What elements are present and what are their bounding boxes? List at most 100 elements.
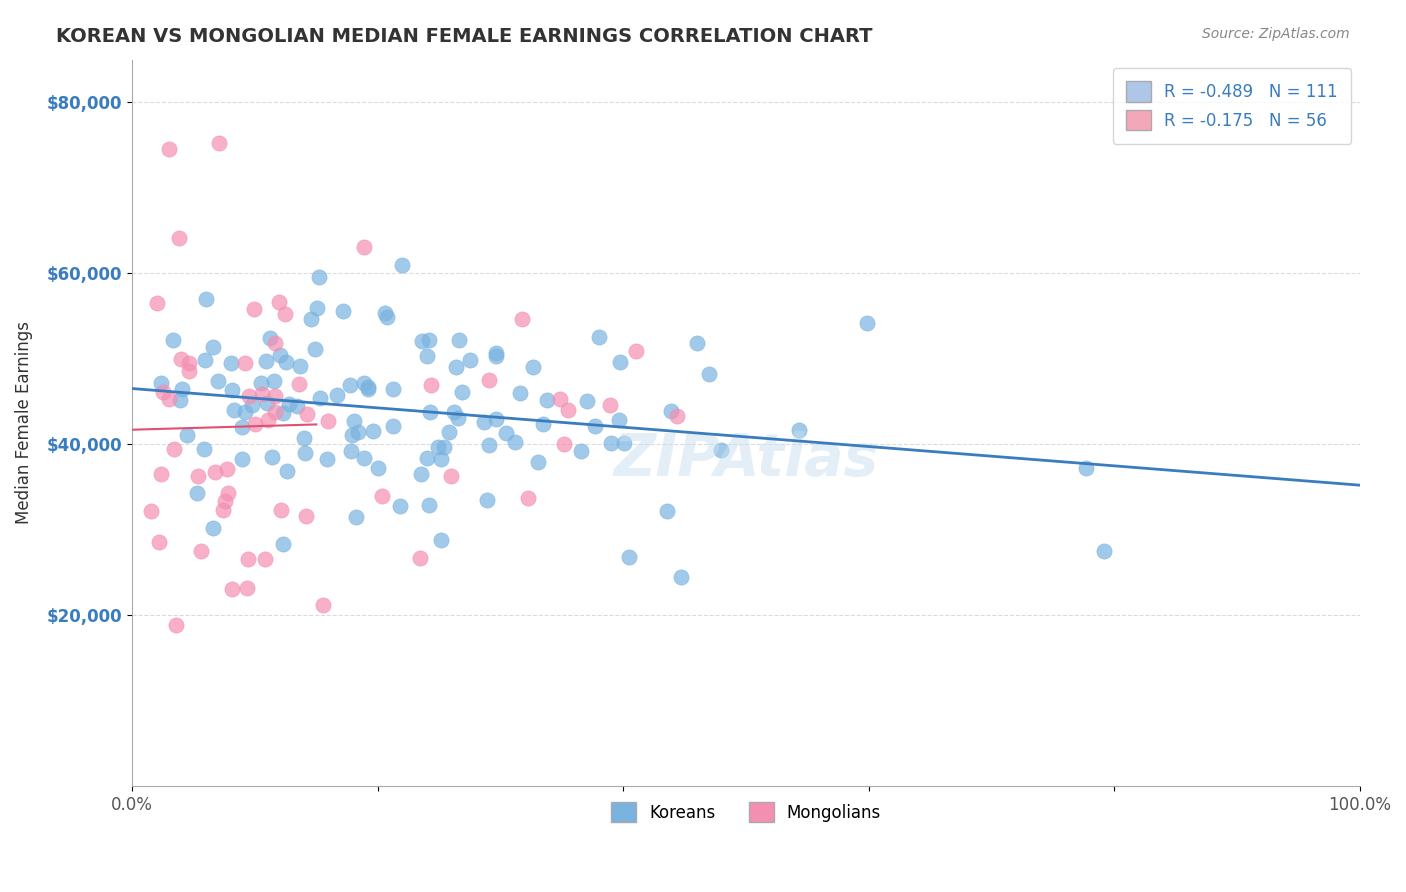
Point	[260, 450, 283, 464]
Point	[451, 385, 474, 400]
Point	[202, 520, 225, 534]
Point	[710, 443, 733, 458]
Point	[391, 258, 413, 272]
Point	[475, 493, 498, 508]
Point	[278, 397, 301, 411]
Point	[163, 442, 186, 456]
Point	[458, 353, 481, 368]
Point	[787, 423, 810, 437]
Point	[139, 503, 162, 517]
Point	[242, 301, 264, 316]
Point	[315, 451, 337, 466]
Point	[233, 356, 256, 370]
Point	[304, 342, 326, 356]
Point	[339, 444, 361, 458]
Point	[250, 387, 273, 401]
Text: Source: ZipAtlas.com: Source: ZipAtlas.com	[1202, 27, 1350, 41]
Point	[288, 377, 311, 392]
Point	[613, 436, 636, 450]
Point	[657, 504, 679, 518]
Point	[353, 240, 375, 254]
Point	[409, 551, 432, 566]
Point	[256, 396, 278, 410]
Point	[194, 352, 217, 367]
Point	[217, 486, 239, 500]
Point	[318, 413, 340, 427]
Point	[207, 374, 229, 388]
Point	[149, 376, 172, 391]
Point	[231, 452, 253, 467]
Point	[271, 406, 294, 420]
Point	[548, 392, 571, 406]
Point	[295, 407, 318, 421]
Point	[569, 443, 592, 458]
Point	[308, 269, 330, 284]
Point	[193, 442, 215, 457]
Point	[429, 451, 451, 466]
Point	[389, 499, 412, 513]
Point	[367, 461, 389, 475]
Point	[557, 402, 579, 417]
Point	[157, 392, 180, 407]
Point	[254, 551, 277, 566]
Point	[301, 312, 323, 326]
Point	[295, 509, 318, 524]
Point	[148, 535, 170, 549]
Point	[697, 368, 720, 382]
Point	[215, 462, 238, 476]
Point	[264, 389, 287, 403]
Point	[177, 356, 200, 370]
Point	[375, 310, 398, 324]
Point	[585, 419, 607, 434]
Point	[588, 330, 610, 344]
Point	[666, 409, 689, 424]
Point	[267, 294, 290, 309]
Point	[269, 348, 291, 362]
Point	[371, 489, 394, 503]
Point	[659, 404, 682, 418]
Point	[536, 393, 558, 408]
Point	[157, 142, 180, 156]
Point	[599, 436, 621, 450]
Point	[509, 385, 531, 400]
Point	[170, 351, 193, 366]
Point	[172, 382, 194, 396]
Point	[274, 355, 297, 369]
Point	[150, 467, 173, 481]
Point	[276, 464, 298, 478]
Point	[1092, 544, 1115, 558]
Point	[444, 359, 467, 374]
Point	[411, 467, 433, 481]
Point	[433, 441, 456, 455]
Point	[162, 333, 184, 347]
Point	[204, 465, 226, 479]
Point	[609, 354, 631, 368]
Point	[443, 405, 465, 419]
Point	[186, 486, 208, 500]
Point	[617, 549, 640, 564]
Point	[485, 412, 508, 426]
Point	[238, 389, 260, 403]
Point	[472, 415, 495, 429]
Point	[686, 336, 709, 351]
Point	[264, 336, 287, 351]
Point	[356, 383, 378, 397]
Point	[271, 537, 294, 551]
Point	[340, 428, 363, 442]
Point	[599, 398, 621, 412]
Point	[357, 380, 380, 394]
Point	[332, 304, 354, 318]
Point	[440, 469, 463, 483]
Point	[145, 295, 167, 310]
Point	[381, 419, 404, 434]
Point	[478, 374, 501, 388]
Point	[437, 425, 460, 439]
Point	[312, 599, 335, 613]
Point	[264, 405, 287, 419]
Point	[195, 293, 218, 307]
Point	[503, 435, 526, 450]
Point	[176, 428, 198, 442]
Point	[374, 305, 396, 319]
Point	[208, 136, 231, 150]
Point	[211, 503, 233, 517]
